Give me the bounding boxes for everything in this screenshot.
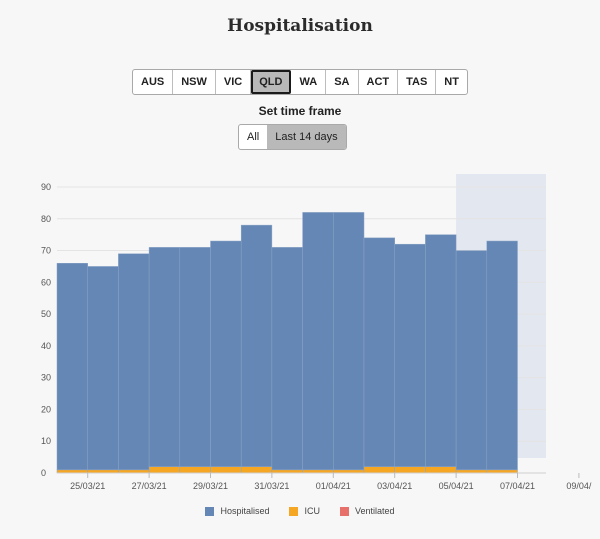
- legend-item-icu[interactable]: ICU: [289, 506, 320, 516]
- bar-hospitalised: [394, 243, 426, 467]
- bar-icu: [425, 466, 457, 474]
- x-tick-label: 07/04/21: [500, 481, 535, 491]
- x-tick-label: 27/03/21: [132, 481, 167, 491]
- bar-hospitalised: [333, 212, 365, 471]
- y-tick-label: 30: [41, 373, 51, 383]
- bar-icu: [363, 466, 395, 474]
- bar-hospitalised: [363, 237, 395, 467]
- bar-icu: [394, 466, 426, 474]
- bar-hospitalised: [302, 212, 334, 471]
- region-button-nsw[interactable]: NSW: [173, 70, 216, 94]
- hospitalisation-chart: 0 10 20 30 40 50 60 70 80 90 25/03/21 27/03/21 29/03…: [41, 174, 592, 491]
- region-button-qld[interactable]: QLD: [251, 70, 292, 94]
- legend-label-ventilated: Ventilated: [354, 506, 395, 516]
- bar-hospitalised: [271, 247, 303, 471]
- x-tick-label: 31/03/21: [254, 481, 289, 491]
- y-tick-label: 20: [41, 404, 51, 414]
- legend-label-hospitalised: Hospitalised: [220, 506, 270, 516]
- legend-label-icu: ICU: [304, 506, 320, 516]
- bar-hospitalised: [118, 253, 150, 471]
- x-tick-label: 05/04/21: [439, 481, 474, 491]
- bar-hospitalised: [56, 263, 88, 471]
- bar-icu: [210, 466, 242, 474]
- bar-hospitalised: [210, 240, 242, 467]
- x-tick-label: 01/04/21: [316, 481, 351, 491]
- legend-swatch-hospitalised: [205, 506, 215, 516]
- region-button-act[interactable]: ACT: [359, 70, 399, 94]
- timeframe-button-last-14-days[interactable]: Last 14 days: [267, 125, 346, 149]
- bar-hospitalised: [179, 247, 211, 467]
- bar-icu: [240, 466, 273, 474]
- region-selector: AUS NSW VIC QLD WA SA ACT TAS NT: [132, 69, 468, 95]
- bar-hospitalised: [148, 247, 181, 467]
- timeframe-button-all[interactable]: All: [247, 131, 260, 143]
- y-tick-label: 70: [41, 246, 51, 256]
- region-button-wa[interactable]: WA: [291, 70, 327, 94]
- y-tick-label: 10: [41, 436, 51, 446]
- region-button-sa[interactable]: SA: [326, 70, 359, 94]
- region-button-tas[interactable]: TAS: [398, 70, 437, 94]
- legend-item-hospitalised[interactable]: Hospitalised: [205, 506, 269, 516]
- bar-hospitalised: [425, 234, 457, 467]
- y-tick-label: 90: [41, 182, 51, 192]
- y-tick-label: 80: [41, 214, 51, 224]
- x-tick-label: 09/04/: [566, 481, 592, 491]
- region-button-nt[interactable]: NT: [444, 76, 459, 88]
- legend-item-ventilated[interactable]: Ventilated: [339, 506, 395, 516]
- x-tick-label: 25/03/21: [70, 481, 105, 491]
- legend-swatch-ventilated: [339, 506, 349, 516]
- bar-hospitalised: [87, 266, 119, 471]
- region-button-aus[interactable]: AUS: [133, 70, 174, 94]
- bar-hospitalised: [455, 250, 488, 471]
- bar-hospitalised: [240, 224, 273, 467]
- y-tick-label: 50: [41, 309, 51, 319]
- bar-icu: [148, 466, 181, 474]
- bar-icu: [179, 466, 211, 474]
- x-tick-label: 29/03/21: [193, 481, 228, 491]
- y-tick-label: 40: [41, 341, 51, 351]
- timeframe-label: Set time frame: [258, 104, 342, 118]
- chart-legend: Hospitalised ICU Ventilated: [0, 506, 600, 516]
- region-button-vic[interactable]: VIC: [216, 70, 252, 94]
- y-tick-label: 0: [41, 468, 46, 478]
- legend-swatch-icu: [289, 506, 299, 516]
- chart-title: Hospitalisation: [227, 16, 373, 36]
- timeframe-selector: All Last 14 days: [238, 124, 347, 150]
- x-tick-label: 03/04/21: [377, 481, 412, 491]
- bar-hospitalised: [486, 240, 518, 471]
- y-tick-label: 60: [41, 277, 51, 287]
